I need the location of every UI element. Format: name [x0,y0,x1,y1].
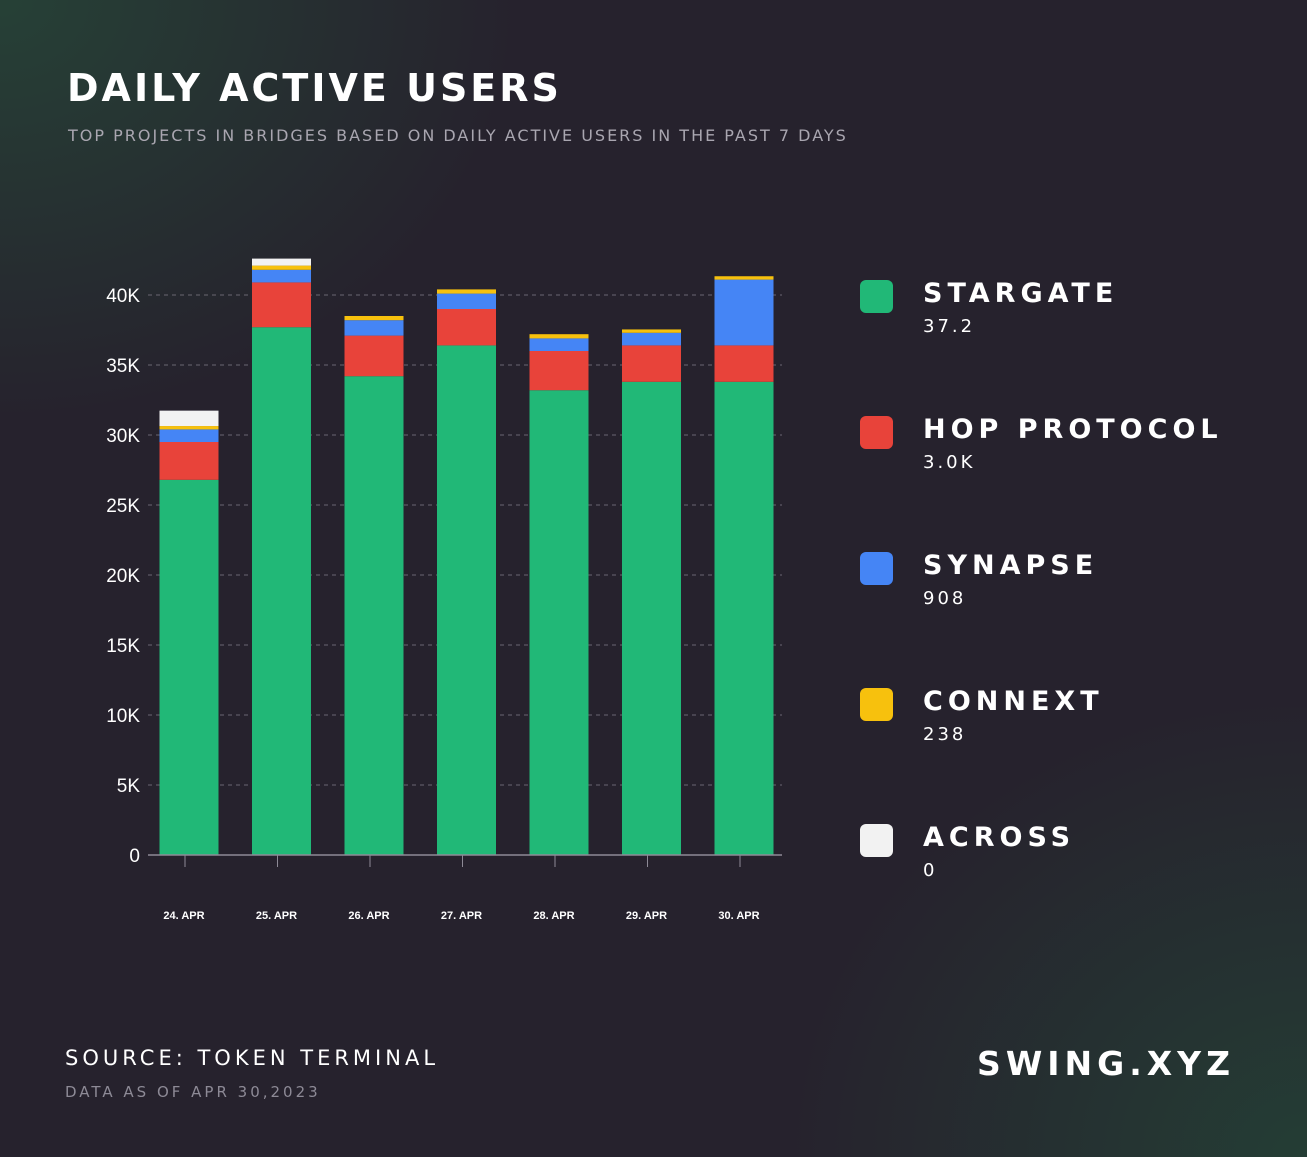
bar-hop-protocol-30-apr [714,345,774,382]
bar-synapse-25-apr [252,269,311,283]
bar-stargate-26-apr [344,376,404,855]
x-tick-label-28-apr: 28. APR [533,910,574,922]
bar-connext-26-apr [344,316,404,321]
bar-stargate-25-apr [252,327,311,855]
bar-connext-27-apr [437,289,496,294]
legend-value-across: 0 [923,860,938,881]
legend-swatch-connext [860,688,893,721]
bar-hop-protocol-24-apr [159,442,219,480]
bar-synapse-29-apr [622,332,681,346]
bar-across-25-apr [252,258,311,266]
bar-connext-29-apr [622,329,681,333]
bar-hop-protocol-29-apr [622,345,681,382]
legend-name-stargate: STARGATE [923,278,1119,309]
legend-value-hop-protocol: 3.0K [923,452,976,473]
bar-connext-30-apr [714,276,774,280]
legend-name-connext: CONNEXT [923,686,1104,717]
legend-swatch-across [860,824,893,857]
y-tick-label-25k: 25K [106,496,140,517]
bar-stargate-30-apr [714,381,774,855]
legend-value-connext: 238 [923,724,967,745]
legend-swatch-stargate [860,280,893,313]
chart-subtitle: TOP PROJECTS IN BRIDGES BASED ON DAILY A… [68,126,848,145]
bar-stargate-29-apr [622,381,681,855]
bar-hop-protocol-26-apr [344,335,404,377]
bar-hop-protocol-27-apr [437,309,496,346]
legend-name-synapse: SYNAPSE [923,550,1099,581]
bar-synapse-30-apr [714,279,774,346]
bar-synapse-27-apr [437,293,496,309]
y-tick-label-5k: 5K [117,776,141,797]
x-tick-label-24-apr: 24. APR [163,910,204,922]
source-text: SOURCE: TOKEN TERMINAL [65,1046,440,1070]
bar-stargate-27-apr [437,345,496,855]
bar-connext-24-apr [159,426,219,430]
bar-stargate-28-apr [529,390,589,855]
bar-across-24-apr [159,410,219,427]
legend-name-across: ACROSS [923,822,1076,853]
chart-title: DAILY ACTIVE USERS [67,66,562,110]
y-tick-label-30k: 30K [106,426,140,447]
y-tick-label-0: 0 [129,846,140,867]
x-tick-label-26-apr: 26. APR [348,910,389,922]
brand-logo-text: SWING.XYZ [977,1044,1235,1083]
y-tick-label-15k: 15K [106,636,140,657]
legend-value-synapse: 908 [923,588,967,609]
bar-connext-28-apr [529,334,589,339]
x-tick-label-29-apr: 29. APR [626,910,667,922]
bar-hop-protocol-28-apr [529,351,589,391]
y-tick-label-10k: 10K [106,706,140,727]
y-tick-label-40k: 40K [106,286,140,307]
y-tick-label-20k: 20K [106,566,140,587]
bar-stargate-24-apr [159,479,219,855]
legend-value-stargate: 37.2 [923,316,976,337]
x-tick-label-25-apr: 25. APR [256,910,297,922]
bar-synapse-24-apr [159,429,219,442]
x-tick-label-30-apr: 30. APR [718,910,759,922]
bar-hop-protocol-25-apr [252,282,311,328]
legend-swatch-synapse [860,552,893,585]
data-as-of-text: DATA AS OF APR 30,2023 [65,1083,321,1101]
y-tick-label-35k: 35K [106,356,140,377]
legend-swatch-hop-protocol [860,416,893,449]
bar-connext-25-apr [252,265,311,270]
bar-synapse-26-apr [344,320,404,336]
x-tick-label-27-apr: 27. APR [441,910,482,922]
bar-synapse-28-apr [529,338,589,351]
legend-name-hop-protocol: HOP PROTOCOL [923,414,1223,445]
